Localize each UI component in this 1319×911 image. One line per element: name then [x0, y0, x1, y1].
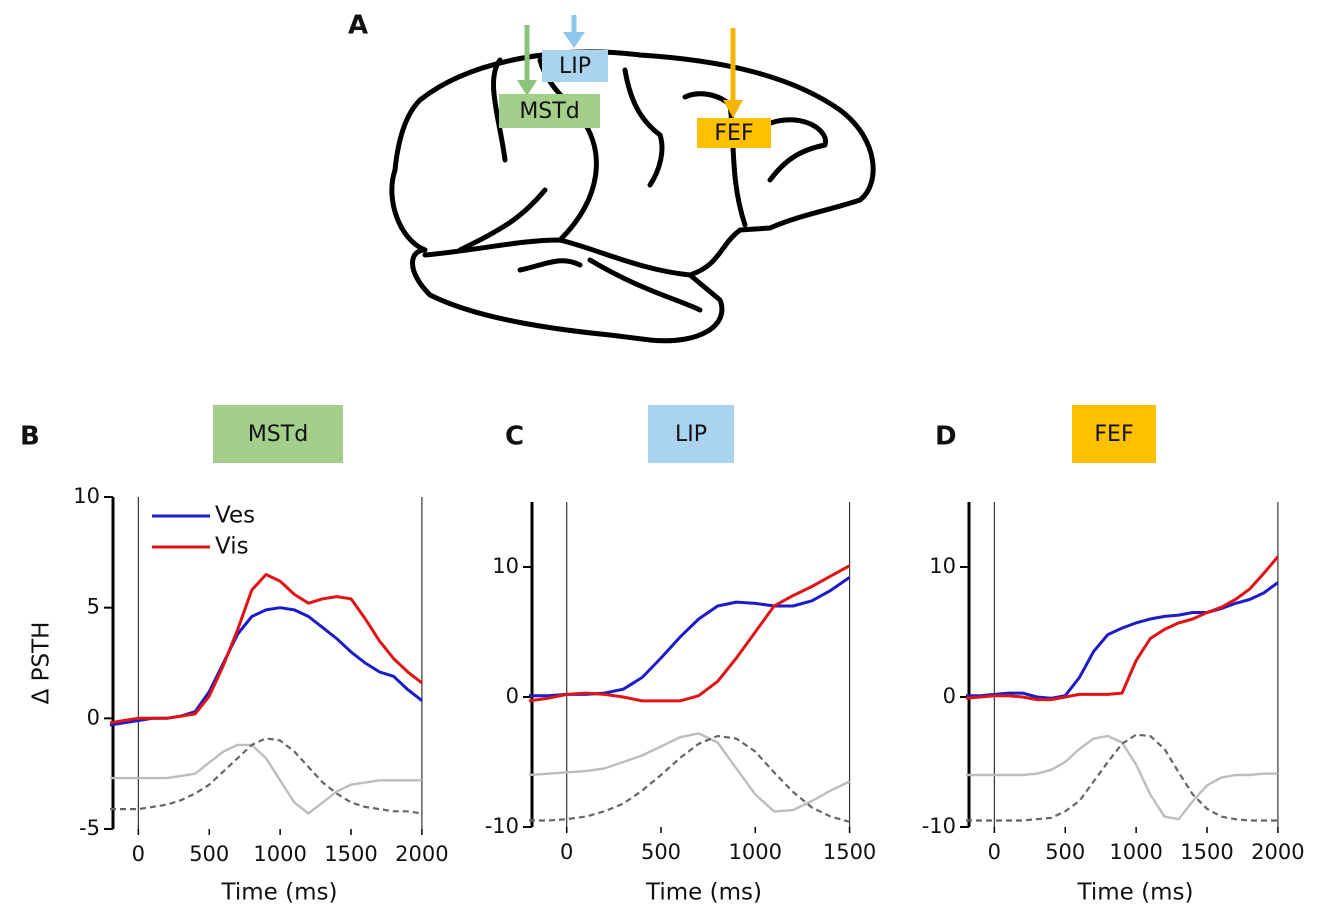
area-label: FEF [714, 121, 753, 146]
y-tick-label: 10 [73, 484, 100, 508]
sulcus [537, 57, 599, 243]
y-tick-label: 10 [492, 554, 519, 578]
y-tick-label: -10 [485, 814, 519, 838]
panel-label: A [348, 11, 368, 41]
area-box [499, 94, 600, 128]
y-tick-label: -10 [922, 814, 956, 838]
series-line [966, 734, 1278, 821]
arrowhead [563, 32, 585, 48]
brain-diagram [389, 49, 876, 344]
area-label: LIP [559, 54, 591, 79]
x-tick-label: 1500 [823, 840, 876, 864]
y-tick-label: 10 [929, 554, 956, 578]
x-axis-label: Time (ms) [221, 880, 338, 906]
legend-label: Ves [215, 503, 255, 529]
panel-label: C [505, 422, 524, 452]
series-line [966, 581, 1279, 700]
brain-outline [389, 49, 876, 344]
area-box [697, 118, 771, 148]
panel-label: B [20, 422, 40, 452]
series-line [529, 576, 851, 698]
sulcus [517, 258, 583, 273]
x-tick-label: 500 [189, 842, 229, 866]
x-axis-label: Time (ms) [645, 880, 762, 906]
arrowhead [517, 80, 537, 96]
chart-title: LIP [675, 422, 707, 447]
series-line [109, 606, 423, 727]
x-tick-label: 0 [560, 840, 573, 864]
title-box [1072, 405, 1156, 463]
series-line [110, 743, 422, 815]
sulcus [491, 57, 508, 163]
x-tick-label: 0 [988, 840, 1001, 864]
series-line [528, 564, 851, 703]
y-tick-label: 5 [87, 595, 100, 619]
sulcus [762, 117, 828, 183]
y-axis-label: Δ PSTH [29, 622, 55, 705]
series-line [965, 555, 1280, 702]
title-box [213, 405, 343, 463]
x-axis-label: Time (ms) [1077, 880, 1194, 906]
area-box [542, 50, 608, 82]
y-tick-label: 0 [943, 684, 956, 708]
x-tick-label: 0 [132, 842, 145, 866]
series-line [109, 573, 423, 725]
chart-title: MSTd [248, 422, 308, 447]
x-tick-label: 1000 [1109, 840, 1162, 864]
x-tick-label: 1500 [1180, 840, 1233, 864]
legend-label: Vis [215, 534, 249, 560]
series-line [529, 734, 850, 823]
sulcus [457, 187, 548, 253]
x-tick-label: 500 [1045, 840, 1085, 864]
y-tick-label: -5 [79, 816, 100, 840]
y-tick-label: 0 [506, 684, 519, 708]
panel-label: D [935, 422, 957, 452]
sulcus [682, 91, 748, 228]
series-line [966, 733, 1278, 822]
arrowhead [723, 100, 743, 118]
title-box [648, 405, 734, 463]
x-tick-label: 1500 [324, 842, 377, 866]
sulcus [622, 67, 665, 188]
x-tick-label: 1000 [729, 840, 782, 864]
area-label: MSTd [519, 99, 579, 124]
chart-title: FEF [1094, 422, 1133, 447]
series-line [528, 732, 851, 813]
x-tick-label: 2000 [395, 842, 448, 866]
x-tick-label: 2000 [1251, 840, 1304, 864]
x-tick-label: 1000 [253, 842, 306, 866]
series-line [110, 737, 423, 815]
sulcus [587, 257, 703, 313]
y-tick-label: 0 [87, 705, 100, 729]
x-tick-label: 500 [641, 840, 681, 864]
